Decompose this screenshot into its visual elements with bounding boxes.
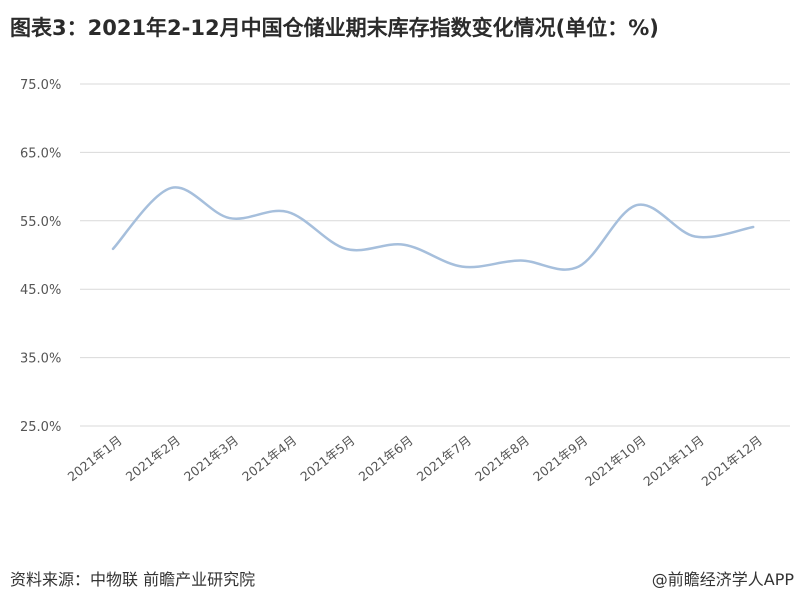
- page-title: 图表3：2021年2-12月中国仓储业期末库存指数变化情况(单位：%): [10, 16, 659, 40]
- footer: 资料来源：中物联 前瞻产业研究院 @前瞻经济学人APP: [0, 562, 800, 602]
- y-tick-label: 75.0%: [20, 78, 61, 93]
- x-tick-label: 2021年4月: [239, 433, 299, 485]
- data-point: [693, 235, 697, 239]
- y-tick-label: 45.0%: [20, 283, 61, 298]
- y-tick-label: 55.0%: [20, 215, 61, 230]
- x-tick-label: 2021年9月: [530, 433, 590, 485]
- y-tick-label: 35.0%: [20, 352, 61, 367]
- x-tick-label: 2021年5月: [297, 433, 357, 485]
- data-point: [635, 203, 639, 207]
- x-tick-label: 2021年1月: [65, 433, 125, 485]
- data-point: [751, 225, 755, 229]
- data-point: [577, 265, 581, 269]
- data-point: [169, 186, 173, 190]
- x-tick-label: 2021年7月: [414, 433, 474, 485]
- source-note: 资料来源：中物联 前瞻产业研究院: [10, 570, 256, 589]
- x-tick-label: 2021年6月: [356, 433, 416, 485]
- x-tick-label: 2021年10月: [582, 433, 649, 490]
- data-point: [402, 243, 406, 247]
- series-line: [111, 186, 755, 271]
- brand-credit: @前瞻经济学人APP: [651, 570, 794, 589]
- y-tick-label: 65.0%: [20, 146, 61, 161]
- x-tick-label: 2021年8月: [472, 433, 532, 485]
- data-point: [344, 247, 348, 251]
- data-point: [460, 265, 464, 269]
- y-tick-label: 25.0%: [20, 420, 61, 435]
- x-tick-label: 2021年12月: [699, 433, 766, 490]
- x-tick-label: 2021年2月: [123, 433, 183, 485]
- chart-svg: 25.0%35.0%45.0%55.0%65.0%75.0%2021年1月202…: [20, 78, 790, 490]
- data-point: [286, 210, 290, 214]
- x-tick-label: 2021年11月: [640, 433, 707, 490]
- data-point: [111, 247, 115, 251]
- data-point: [227, 216, 231, 220]
- data-point: [518, 258, 522, 262]
- x-tick-label: 2021年3月: [181, 433, 241, 485]
- line-chart: 25.0% 35.0% 45.0% 55.0% 65.0% 75.0% 2021年1月 202…: [0, 50, 800, 560]
